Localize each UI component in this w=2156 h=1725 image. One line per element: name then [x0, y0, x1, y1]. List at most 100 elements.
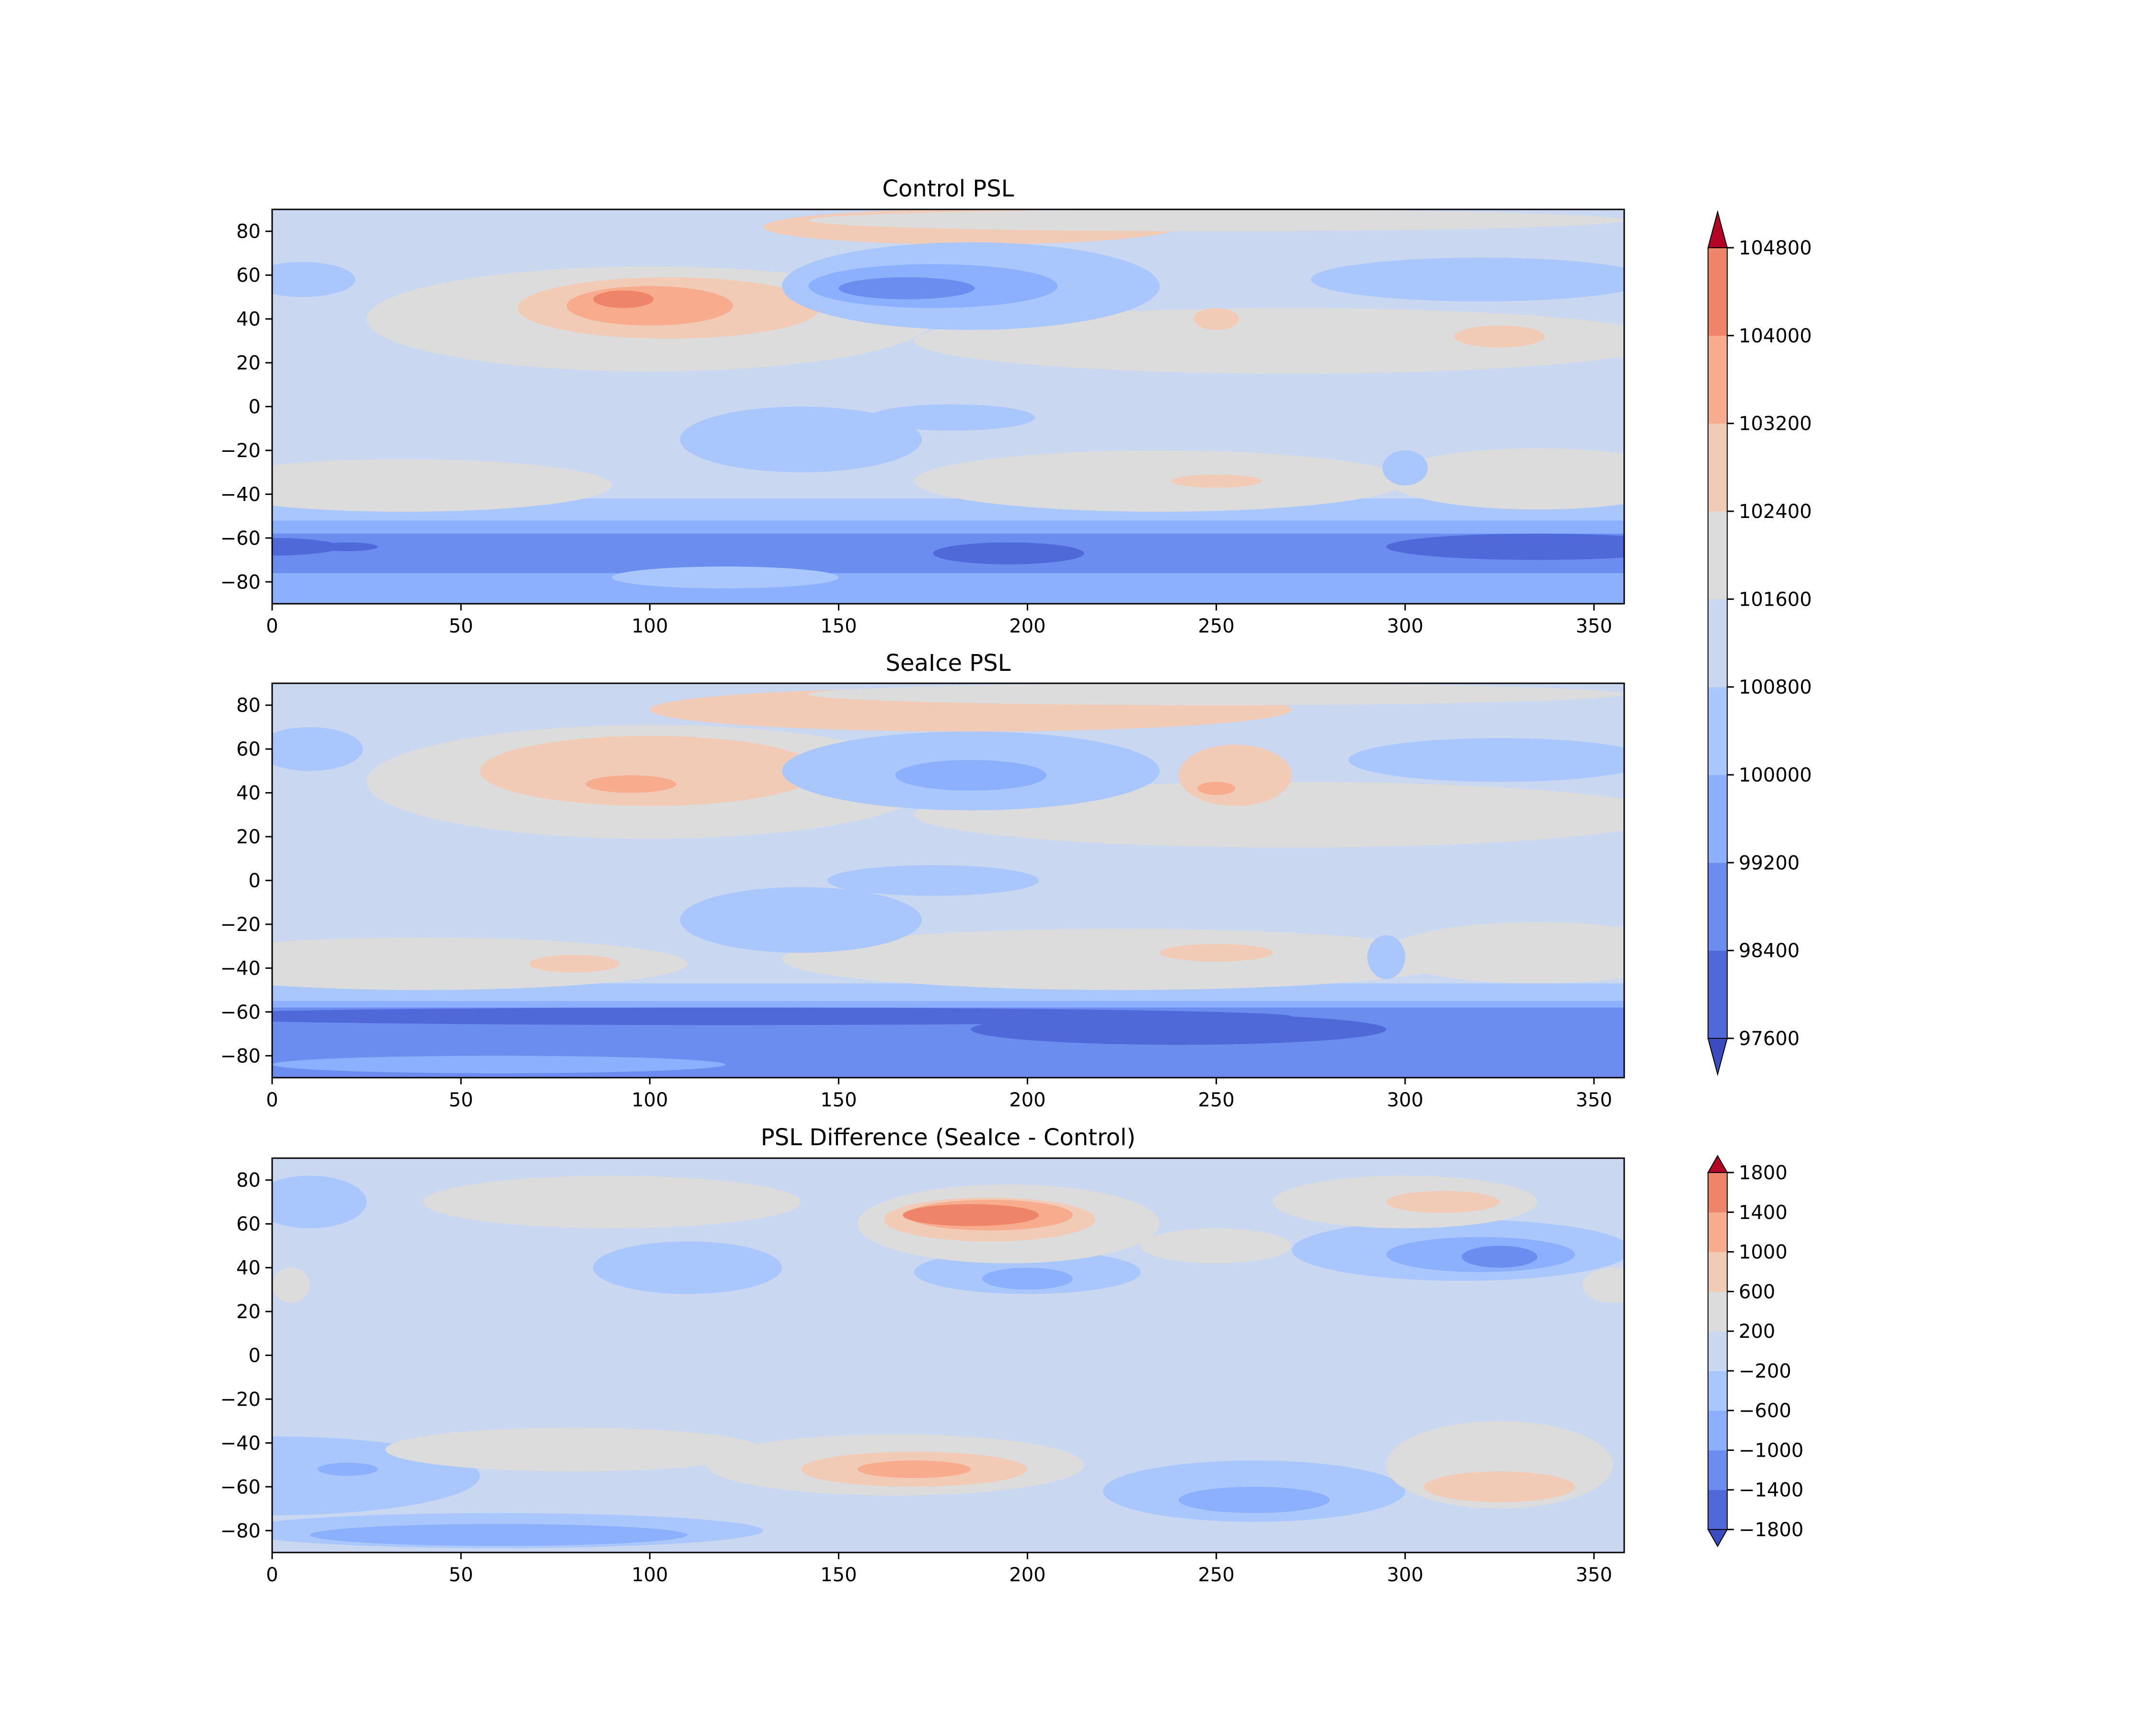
- contour-region-13: [1197, 782, 1236, 795]
- x-tick-label: 100: [631, 1564, 668, 1586]
- seaice-psl-ticks: 0 50 100 150 200 250 300 350806040200−20−40−60−…: [220, 695, 1613, 1111]
- contour-region-25: [1367, 935, 1405, 979]
- contour-region-25: [857, 1460, 971, 1478]
- y-tick-label: −40: [220, 957, 261, 979]
- contour-region-2: [317, 1462, 378, 1476]
- x-tick-label: 50: [449, 1564, 473, 1586]
- colorbar-segment: [1708, 1252, 1727, 1292]
- contour-region-12: [566, 286, 733, 326]
- contour-region-3: [310, 1524, 688, 1546]
- x-tick-label: 300: [1387, 1564, 1423, 1586]
- contour-region-9: [585, 775, 677, 793]
- contour-region-19: [423, 1175, 801, 1229]
- y-tick-label: 60: [236, 1213, 261, 1235]
- y-tick-label: 0: [249, 1345, 261, 1367]
- contour-region-21: [1348, 738, 1624, 782]
- contour-region-15: [808, 209, 1624, 231]
- x-tick-label: 250: [1198, 1089, 1234, 1111]
- y-tick-label: 40: [236, 309, 261, 331]
- y-tick-label: −60: [220, 528, 261, 550]
- y-tick-label: −60: [220, 1476, 261, 1498]
- y-tick-label: 0: [249, 396, 261, 418]
- colorbar-segment: [1708, 1490, 1727, 1530]
- contour-region-4: [612, 566, 839, 588]
- colorbar-tick-label: 100000: [1739, 764, 1812, 786]
- y-tick-label: −60: [220, 1001, 261, 1024]
- contour-region-14: [914, 308, 1624, 374]
- contour-region-16: [903, 1204, 1039, 1226]
- y-tick-label: −20: [220, 440, 261, 462]
- contour-region-18: [272, 459, 612, 512]
- x-tick-label: 150: [820, 1089, 857, 1111]
- colorbar-segment: [1708, 687, 1727, 775]
- y-tick-label: −40: [220, 483, 261, 506]
- contour-region-25: [1310, 257, 1624, 302]
- colorbar-tick-label: 103200: [1739, 413, 1812, 435]
- x-tick-label: 100: [631, 615, 668, 637]
- y-tick-label: −80: [220, 1045, 261, 1067]
- contour-region-21: [1583, 1267, 1624, 1303]
- x-tick-label: 50: [449, 1089, 473, 1111]
- contour-region-24: [838, 277, 975, 299]
- colorbar-extend-min: [1707, 1529, 1728, 1548]
- x-tick-label: 200: [1009, 1089, 1045, 1111]
- contour-region-27: [680, 406, 922, 472]
- x-tick-label: 300: [1387, 1089, 1423, 1111]
- x-tick-label: 150: [820, 615, 857, 637]
- seaice-psl-panel: SeaIce PSL 0 50 100 150 200 250 300 35080604020…: [220, 650, 1625, 1111]
- y-tick-label: 0: [249, 870, 261, 892]
- seaice-psl-contours: [272, 683, 1624, 1078]
- colorbar-tick-label: 97600: [1739, 1028, 1800, 1050]
- psl-colorbar: 104800 104000 103200 102400 101600 100800 1000…: [1707, 210, 1812, 1076]
- x-tick-label: 150: [820, 1564, 857, 1586]
- x-tick-label: 350: [1576, 1564, 1612, 1586]
- psl-difference-title: PSL Difference (SeaIce - Control): [761, 1124, 1135, 1151]
- contour-region-15: [529, 954, 620, 973]
- x-tick-label: 100: [631, 1089, 668, 1111]
- contour-region-7: [933, 542, 1084, 564]
- y-tick-label: 40: [236, 782, 261, 805]
- contour-region-24: [827, 865, 1039, 896]
- colorbar-tick-label: 104800: [1739, 237, 1812, 259]
- contour-region-17: [1159, 944, 1273, 962]
- y-tick-label: 80: [236, 695, 261, 717]
- x-tick-label: 50: [449, 615, 473, 637]
- colorbar-extend-max: [1707, 1154, 1728, 1173]
- y-tick-label: 20: [236, 352, 261, 374]
- colorbar-tick-label: −1400: [1739, 1479, 1803, 1501]
- x-tick-label: 0: [266, 1089, 278, 1111]
- colorbar-segment: [1708, 1173, 1727, 1213]
- control-psl-panel: Control PSL 0 50 100 150 200 250 300 3508060402…: [220, 175, 1625, 637]
- contour-region-18: [1386, 922, 1624, 984]
- colorbar-segment: [1708, 950, 1727, 1039]
- colorbar-segment: [1708, 511, 1727, 599]
- control-psl-title: Control PSL: [883, 175, 1014, 202]
- y-tick-label: 80: [236, 221, 261, 243]
- contour-region-8: [1462, 1245, 1537, 1268]
- control-psl-ticks: 0 50 100 150 200 250 300 350806040200−20−40−60−…: [220, 221, 1613, 637]
- colorbar-tick-label: 600: [1739, 1281, 1775, 1303]
- colorbar-tick-label: −1000: [1739, 1439, 1803, 1461]
- x-tick-label: 250: [1198, 615, 1234, 637]
- contour-region-12: [1178, 745, 1292, 806]
- control-psl-contours: [272, 209, 1624, 604]
- contour-region-11: [272, 1175, 367, 1229]
- colorbar-tick-label: −600: [1739, 1400, 1791, 1422]
- psl-difference-contours: [272, 1158, 1624, 1552]
- colorbar-segment: [1708, 1450, 1727, 1490]
- colorbar-tick-label: 98400: [1739, 940, 1800, 962]
- contour-region-3: [272, 573, 1624, 604]
- contour-region-8: [1386, 533, 1624, 560]
- contour-region-20: [895, 760, 1046, 791]
- y-tick-label: 20: [236, 1301, 261, 1323]
- colorbar-extend-max: [1707, 210, 1728, 248]
- contour-region-11: [808, 683, 1624, 705]
- x-tick-label: 200: [1009, 615, 1045, 637]
- contour-region-5: [272, 1056, 725, 1073]
- colorbar-frame: [1708, 1172, 1728, 1530]
- contour-region-17: [1193, 308, 1239, 330]
- colorbar-segment: [1708, 1331, 1727, 1371]
- colorbar-tick-label: 1000: [1739, 1242, 1788, 1264]
- contour-region-5: [1178, 1486, 1330, 1513]
- contour-region-29: [1382, 450, 1428, 486]
